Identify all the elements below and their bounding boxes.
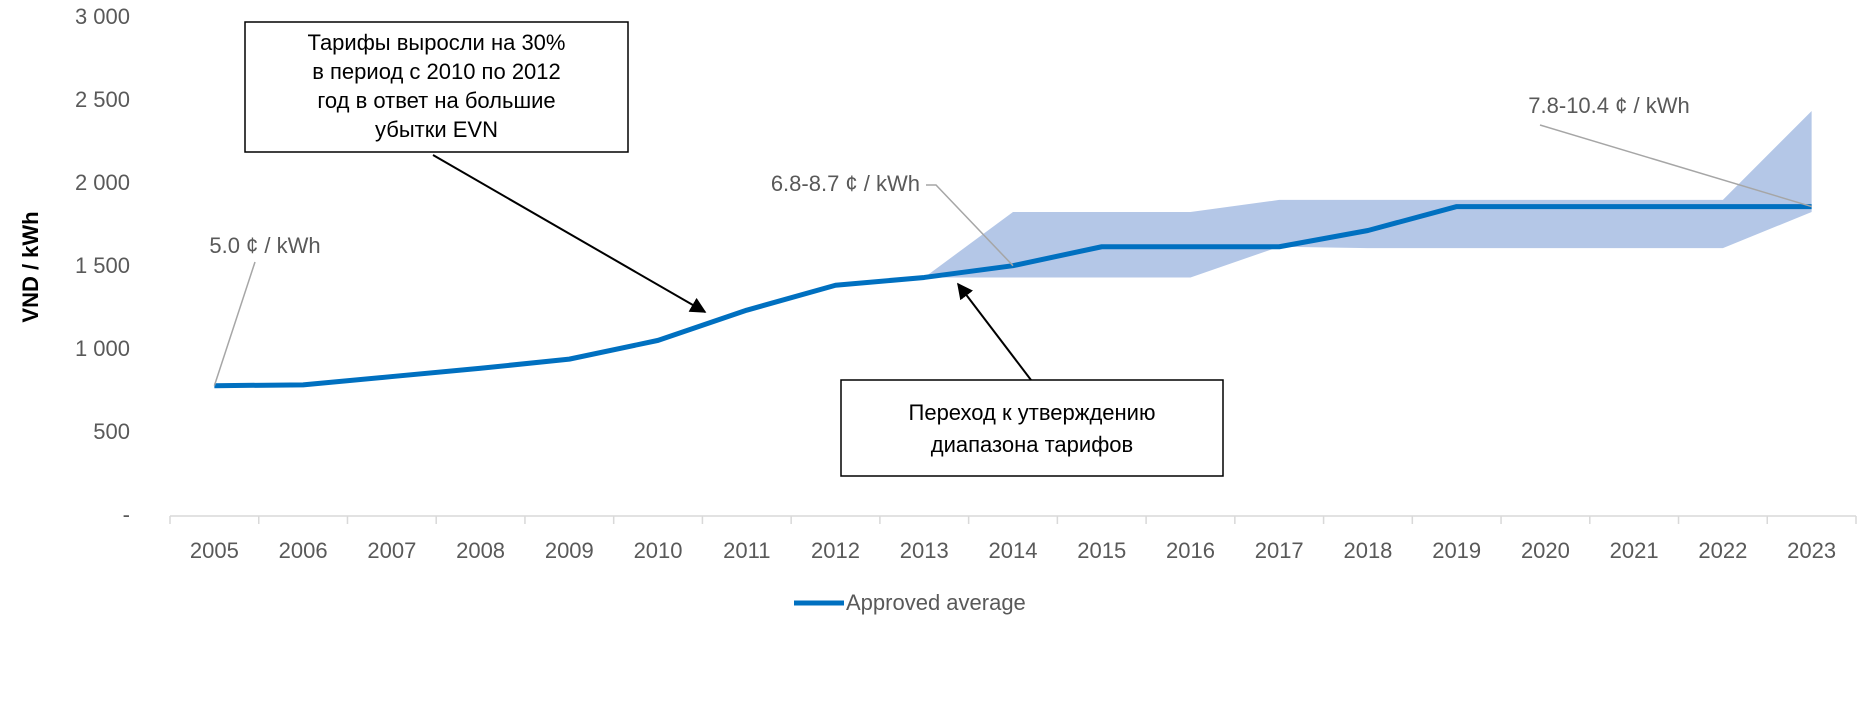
annotation-arrow: [957, 282, 1032, 381]
leader-line: [1539, 124, 1812, 208]
x-tick-label: 2006: [279, 538, 328, 563]
data-label: 6.8-8.7 ¢ / kWh: [771, 171, 920, 196]
x-tick-label: 2010: [634, 538, 683, 563]
x-tick-label: 2009: [545, 538, 594, 563]
leader-line: [926, 184, 1014, 267]
x-tick-label: 2013: [900, 538, 949, 563]
x-tick-label: 2023: [1787, 538, 1836, 563]
x-tick-label: 2008: [456, 538, 505, 563]
y-tick-label: 1 500: [75, 253, 130, 278]
annotation-text: в период с 2010 по 2012: [312, 59, 561, 84]
legend-label: Approved average: [846, 590, 1026, 615]
annotation-text: диапазона тарифов: [931, 432, 1133, 457]
x-tick-label: 2017: [1255, 538, 1304, 563]
range-band: [924, 110, 1812, 278]
annotation-text: Тарифы выросли на 30%: [308, 30, 566, 55]
x-tick-label: 2020: [1521, 538, 1570, 563]
y-tick-label: 3 000: [75, 4, 130, 29]
x-tick-label: 2011: [723, 538, 770, 563]
x-tick-label: 2005: [190, 538, 239, 563]
y-tick-label: -: [123, 502, 130, 527]
x-tick-label: 2012: [811, 538, 860, 563]
x-tick-label: 2018: [1343, 538, 1392, 563]
x-tick-label: 2016: [1166, 538, 1215, 563]
annotation-box: [840, 379, 1224, 477]
x-tick-label: 2021: [1610, 538, 1659, 563]
annotation-box: [244, 21, 629, 153]
x-tick-label: 2022: [1698, 538, 1747, 563]
annotation-arrow: [432, 154, 707, 313]
x-tick-label: 2007: [367, 538, 416, 563]
y-tick-label: 2 000: [75, 170, 130, 195]
x-tick-label: 2019: [1432, 538, 1481, 563]
y-tick-label: 500: [93, 419, 130, 444]
x-tick-label: 2015: [1077, 538, 1126, 563]
y-tick-label: 1 000: [75, 336, 130, 361]
annotation-text: год в ответ на большие: [317, 88, 555, 113]
annotation-text: Переход к утверждению: [909, 400, 1156, 425]
y-tick-label: 2 500: [75, 87, 130, 112]
y-axis-label: VND / kWh: [18, 211, 43, 322]
annotation-text: убытки EVN: [375, 117, 498, 142]
leader-line: [213, 261, 256, 386]
data-label: 5.0 ¢ / kWh: [209, 233, 320, 258]
x-tick-label: 2014: [989, 538, 1038, 563]
data-label: 7.8-10.4 ¢ / kWh: [1528, 93, 1689, 118]
